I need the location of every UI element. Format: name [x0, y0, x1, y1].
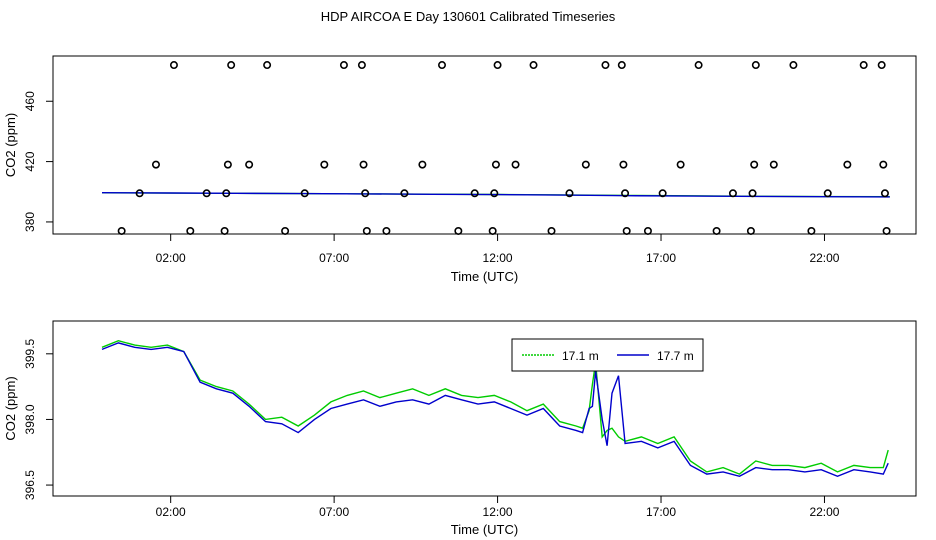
scatter-point — [220, 226, 229, 235]
y-tick-label: 420 — [23, 151, 37, 171]
scatter-point — [245, 160, 254, 169]
scatter-point — [151, 160, 160, 169]
x-tick-label: 22:00 — [809, 251, 839, 265]
scatter-point — [493, 61, 502, 70]
x-tick-label: 12:00 — [483, 251, 513, 265]
x-tick-label: 22:00 — [809, 505, 839, 519]
scatter-point — [488, 226, 497, 235]
scatter-point — [882, 226, 891, 235]
legend-label: 17.7 m — [657, 349, 694, 363]
scatter-point — [362, 226, 371, 235]
series-line — [101, 342, 889, 478]
y-axis-label: CO2 (ppm) — [3, 376, 18, 440]
scatter-point — [470, 189, 479, 198]
scatter-point — [712, 226, 721, 235]
scatter-point — [728, 189, 737, 198]
x-tick-label: 07:00 — [319, 505, 349, 519]
scatter-point — [438, 61, 447, 70]
y-axis-label: CO2 (ppm) — [3, 113, 18, 177]
scatter-point — [658, 189, 667, 198]
scatter-point — [186, 226, 195, 235]
series-line — [101, 339, 889, 475]
scatter-point — [511, 160, 520, 169]
scatter-point — [879, 160, 888, 169]
scatter-point — [621, 189, 630, 198]
plot-frame — [52, 320, 917, 497]
scatter-point — [617, 61, 626, 70]
scatter-point — [750, 160, 759, 169]
scatter-point — [748, 189, 757, 198]
x-tick-label: 07:00 — [319, 251, 349, 265]
scatter-point — [454, 226, 463, 235]
scatter-point — [769, 160, 778, 169]
scatter-point — [320, 160, 329, 169]
x-tick-label: 17:00 — [646, 505, 676, 519]
x-tick-label: 02:00 — [156, 251, 186, 265]
scatter-point — [339, 61, 348, 70]
scatter-point — [223, 160, 232, 169]
bottom-panel-timeseries: 02:00 07:00 12:00 17:00 22:00 396.5 398.0 399.5… — [3, 320, 917, 537]
scatter-point — [807, 226, 816, 235]
x-tick-label: 12:00 — [483, 505, 513, 519]
scatter-point — [300, 189, 309, 198]
scatter-point — [117, 226, 126, 235]
scatter-point — [746, 226, 755, 235]
page-title: HDP AIRCOA E Day 130601 Calibrated Times… — [320, 9, 616, 24]
scatter-point — [202, 189, 211, 198]
scatter-point — [361, 189, 370, 198]
top-panel-scatter: 02:00 07:00 12:00 17:00 22:00 380 420 460 Time (… — [3, 55, 917, 284]
scatter-point — [135, 189, 144, 198]
scatter-point — [547, 226, 556, 235]
scatter-point — [622, 226, 631, 235]
y-tick-label: 460 — [23, 91, 37, 111]
x-tick-label: 02:00 — [156, 505, 186, 519]
scatter-point — [880, 189, 889, 198]
scatter-point — [823, 189, 832, 198]
y-tick-label: 399.5 — [23, 338, 37, 368]
scatter-point — [565, 189, 574, 198]
scatter-point — [382, 226, 391, 235]
scatter-point — [877, 61, 886, 70]
scatter-point — [400, 189, 409, 198]
scatter-point — [529, 61, 538, 70]
x-axis-label: Time (UTC) — [451, 522, 518, 537]
scatter-point — [491, 160, 500, 169]
scatter-point — [601, 61, 610, 70]
scatter-point — [859, 61, 868, 70]
y-tick-label: 396.5 — [23, 470, 37, 500]
scatter-point — [581, 160, 590, 169]
legend-label: 17.1 m — [562, 349, 599, 363]
plot-frame — [52, 55, 917, 235]
scatter-point — [222, 189, 231, 198]
x-axis-label: Time (UTC) — [451, 269, 518, 284]
scatter-point — [490, 189, 499, 198]
scatter-point — [751, 61, 760, 70]
scatter-point — [789, 61, 798, 70]
scatter-point — [418, 160, 427, 169]
scatter-point — [263, 61, 272, 70]
scatter-point — [619, 160, 628, 169]
scatter-point — [169, 61, 178, 70]
scatter-point — [676, 160, 685, 169]
scatter-point — [643, 226, 652, 235]
scatter-point — [227, 61, 236, 70]
x-tick-label: 17:00 — [646, 251, 676, 265]
scatter-point — [357, 61, 366, 70]
y-tick-label: 398.0 — [23, 404, 37, 434]
scatter-point — [281, 226, 290, 235]
scatter-point — [359, 160, 368, 169]
scatter-point — [843, 160, 852, 169]
scatter-point — [694, 61, 703, 70]
y-tick-label: 380 — [23, 212, 37, 232]
